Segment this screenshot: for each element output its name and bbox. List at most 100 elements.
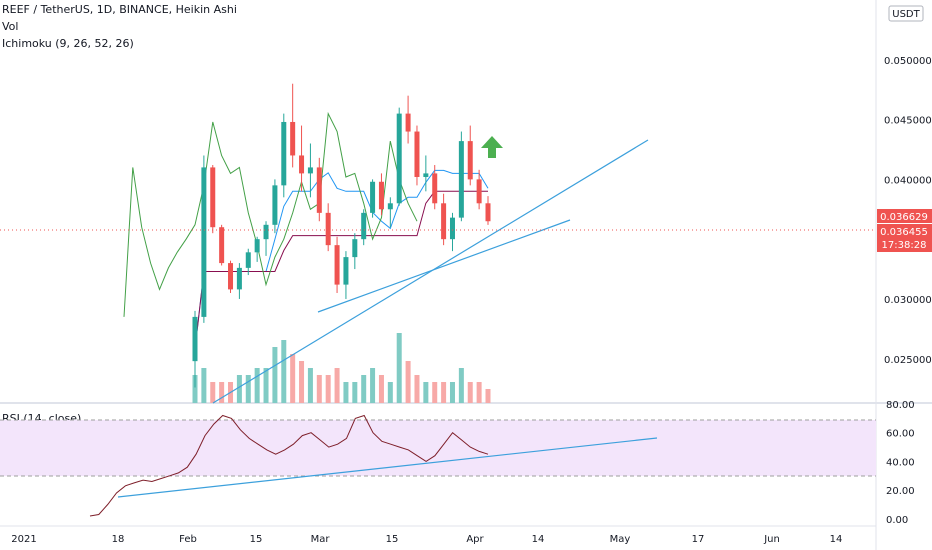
- volume-bar: [263, 368, 269, 403]
- rsi-tick-label: 80.00: [886, 400, 915, 411]
- candle-body: [378, 181, 384, 210]
- volume-bar: [467, 382, 473, 403]
- volume-bar: [290, 354, 296, 403]
- candle-body: [290, 121, 296, 156]
- volume-legend[interactable]: Vol: [2, 20, 19, 33]
- candle-body: [405, 113, 411, 132]
- price-tick-label: 0.030000: [884, 295, 932, 306]
- current-price-label: 0.036455: [880, 227, 928, 238]
- ichimoku-lines: [123, 111, 489, 350]
- volume-bar: [432, 382, 438, 403]
- price-tick-label: 0.050000: [884, 56, 932, 67]
- time-tick-label: 18: [112, 534, 125, 545]
- candle-body: [414, 131, 420, 177]
- candle-body: [343, 257, 349, 285]
- candle-body: [192, 316, 198, 362]
- time-axis[interactable]: 2021 18 Feb 15 Mar 15 Apr 14 May 17 Jun 14: [11, 534, 842, 545]
- rsi-band: [0, 420, 876, 476]
- candles: [192, 83, 491, 388]
- volume-bar: [378, 375, 384, 403]
- candle-body: [432, 173, 438, 204]
- currency-badge-label: USDT: [892, 9, 920, 20]
- candle-body: [387, 203, 393, 210]
- candle-body: [210, 167, 216, 228]
- volume-bar: [387, 382, 393, 403]
- volume-bar: [343, 382, 349, 403]
- candle-body: [316, 167, 322, 213]
- candle-body: [396, 113, 402, 204]
- candle-body: [370, 181, 376, 213]
- volume-bar: [219, 382, 225, 403]
- volume-bar: [245, 375, 251, 403]
- volume-bar: [272, 347, 278, 403]
- rsi-axis[interactable]: 0.00 20.00 40.00 60.00 80.00: [886, 400, 915, 526]
- candle-body: [263, 224, 269, 240]
- time-tick-label: 14: [830, 534, 843, 545]
- currency-badge[interactable]: [888, 5, 924, 22]
- price-tick-label: 0.040000: [884, 175, 932, 186]
- volume-bar: [458, 368, 464, 403]
- candle-body: [467, 141, 473, 180]
- time-tick-label: Feb: [179, 534, 197, 545]
- candle-body: [423, 173, 429, 177]
- time-tick-label: Apr: [466, 534, 484, 545]
- candle-body: [281, 121, 287, 186]
- candle-body: [236, 267, 242, 290]
- volume-bar: [334, 368, 340, 403]
- candle-body: [254, 239, 260, 253]
- volume-bar: [210, 382, 216, 403]
- candle-body: [334, 245, 340, 285]
- time-tick-label: 14: [532, 534, 545, 545]
- rsi-tick-label: 60.00: [886, 429, 915, 440]
- candle-body: [299, 155, 305, 174]
- price-tick-label: 0.045000: [884, 116, 932, 127]
- candle-body: [458, 141, 464, 218]
- candle-body: [352, 239, 358, 258]
- candle-body: [361, 212, 367, 240]
- up-arrow-icon[interactable]: [481, 136, 503, 158]
- time-tick-label: 15: [386, 534, 399, 545]
- trendline-secondary[interactable]: [317, 219, 571, 313]
- volume-bar: [325, 375, 331, 403]
- volume-bar: [414, 375, 420, 403]
- volume-bar: [441, 382, 447, 403]
- volume-bar: [254, 368, 260, 403]
- candle-body: [485, 203, 491, 222]
- volume-bar: [201, 368, 207, 403]
- rsi-line: [89, 414, 489, 517]
- rsi-trendline[interactable]: [117, 437, 658, 498]
- ichimoku-legend[interactable]: Ichimoku (9, 26, 52, 26): [2, 37, 134, 50]
- price-tick-label: 0.025000: [884, 355, 932, 366]
- time-tick-label: Jun: [763, 534, 780, 545]
- candle-body: [245, 252, 251, 268]
- countdown-label: 17:38:28: [882, 240, 927, 251]
- candle-body: [219, 227, 225, 264]
- volume-bar: [192, 375, 198, 403]
- volume-bar: [423, 382, 429, 403]
- volume-bar: [352, 382, 358, 403]
- volume-bar: [316, 375, 322, 403]
- time-tick-label: Mar: [311, 534, 331, 545]
- candle-body: [307, 167, 313, 174]
- lagging-span: [123, 111, 418, 317]
- time-tick-label: May: [610, 534, 631, 545]
- volume-bar: [307, 368, 313, 403]
- last-price-label: 0.036629: [880, 212, 928, 223]
- current-price-tag: [877, 224, 932, 252]
- time-tick-label: 15: [250, 534, 263, 545]
- last-price-tag: [877, 209, 932, 223]
- rsi-tick-label: 40.00: [886, 457, 915, 468]
- base-line: [194, 190, 488, 350]
- volume-bar: [396, 333, 402, 403]
- candle-body: [476, 179, 482, 204]
- candle-body: [325, 212, 331, 246]
- volume-bar: [449, 382, 455, 403]
- rsi-tick-label: 0.00: [886, 515, 908, 526]
- candle-body: [449, 217, 455, 240]
- volume-bars: [192, 333, 491, 403]
- volume-bar: [281, 340, 287, 403]
- volume-bar: [361, 375, 367, 403]
- chart-title: REEF / TetherUS, 1D, BINANCE, Heikin Ash…: [2, 3, 237, 16]
- volume-bar: [299, 361, 305, 403]
